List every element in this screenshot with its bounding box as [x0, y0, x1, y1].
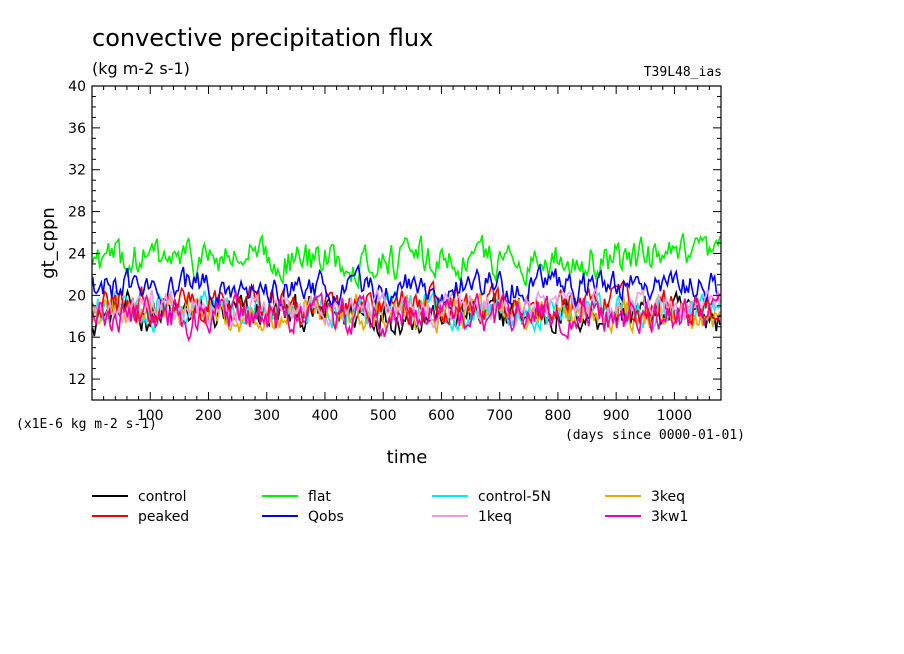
series-line-flat	[91, 233, 721, 290]
x-tick-label: 100	[137, 408, 164, 424]
y-axis-label: gt_cppn	[38, 207, 59, 279]
legend-label-Qobs: Qobs	[308, 509, 344, 525]
x-tick-label: 300	[253, 408, 280, 424]
x-tick-label: 600	[428, 408, 455, 424]
x-tick-labels: 100 200 300 400 500 600 700 800 900 1000	[137, 408, 692, 424]
y-tick-label: 40	[68, 79, 86, 95]
legend: control flat control-5N 3keq peaked Qobs 1keq 3…	[92, 489, 688, 525]
legend-label-3keq: 3keq	[651, 489, 685, 505]
y-tick-labels: 12 16 20 24 28 32 36 40	[68, 79, 86, 388]
x-axis-note: (days since 0000-01-01)	[565, 428, 745, 443]
x-tick-label: 800	[545, 408, 572, 424]
x-tick-label: 200	[195, 408, 222, 424]
series-line-3kw1	[91, 289, 721, 343]
y-tick-label: 20	[68, 288, 86, 304]
legend-label-3kw1: 3kw1	[651, 509, 688, 525]
x-tick-label: 400	[312, 408, 339, 424]
y-tick-label: 28	[68, 205, 86, 221]
y-tick-label: 32	[68, 163, 86, 179]
x-tick-label: 700	[486, 408, 513, 424]
series-line-Qobs	[91, 262, 721, 311]
x-tick-label: 900	[603, 408, 630, 424]
run-label: T39L48_ias	[644, 65, 722, 80]
series-layer	[91, 233, 721, 343]
chart-title: convective precipitation flux	[92, 24, 433, 52]
x-tick-label: 500	[370, 408, 397, 424]
legend-label-flat: flat	[308, 489, 331, 505]
y-tick-label: 24	[68, 246, 86, 262]
legend-label-peaked: peaked	[138, 509, 189, 525]
chart-units: (kg m-2 s-1)	[92, 59, 190, 78]
y-tick-label: 36	[68, 121, 86, 137]
x-tick-label: 1000	[657, 408, 693, 424]
scale-note: (x1E-6 kg m-2 s-1)	[16, 417, 157, 432]
y-tick-label: 12	[68, 372, 86, 388]
y-tick-label: 16	[68, 330, 86, 346]
legend-label-control: control	[138, 489, 187, 505]
x-axis-label: time	[387, 447, 428, 468]
tick-layer	[92, 85, 721, 401]
legend-label-1keq: 1keq	[478, 509, 512, 525]
legend-label-control-5N: control-5N	[478, 489, 551, 505]
